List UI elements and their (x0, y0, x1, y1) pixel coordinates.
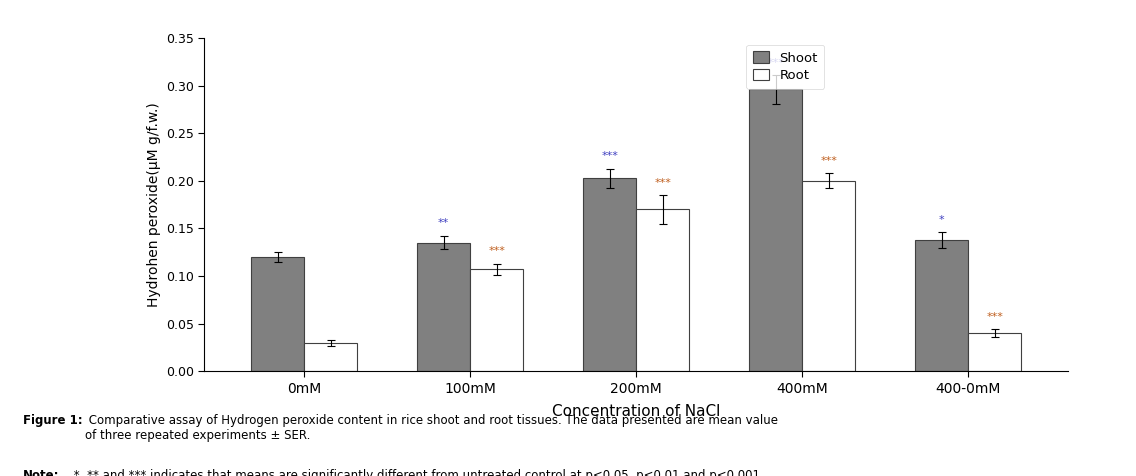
Text: ***: *** (601, 151, 618, 161)
Text: ***: *** (767, 58, 784, 68)
Legend: Shoot, Root: Shoot, Root (746, 45, 825, 89)
Text: Comparative assay of Hydrogen peroxide content in rice shoot and root tissues. T: Comparative assay of Hydrogen peroxide c… (85, 414, 778, 442)
Text: Note:: Note: (23, 469, 59, 476)
Text: ***: *** (820, 156, 837, 166)
Bar (749, 89, 802, 371)
Text: *, ** and *** indicates that means are significantly different from untreated co: *, ** and *** indicates that means are s… (70, 469, 760, 476)
Bar (802, 181, 855, 371)
Text: ***: *** (488, 246, 506, 256)
Text: *: * (938, 215, 944, 225)
Bar (968, 333, 1021, 371)
Bar (636, 209, 690, 371)
Text: **: ** (438, 218, 449, 228)
Bar (417, 243, 470, 371)
Text: ***: *** (986, 312, 1003, 322)
Text: Figure 1:: Figure 1: (23, 414, 82, 427)
Y-axis label: Hydrohen peroxide(μM g/f.w.): Hydrohen peroxide(μM g/f.w.) (147, 102, 160, 307)
Bar (304, 343, 357, 371)
Text: ***: *** (654, 178, 671, 188)
Bar (470, 269, 524, 371)
Bar (916, 240, 968, 371)
Bar (583, 178, 636, 371)
X-axis label: Concentration of NaCl: Concentration of NaCl (552, 404, 720, 419)
Bar (251, 257, 304, 371)
